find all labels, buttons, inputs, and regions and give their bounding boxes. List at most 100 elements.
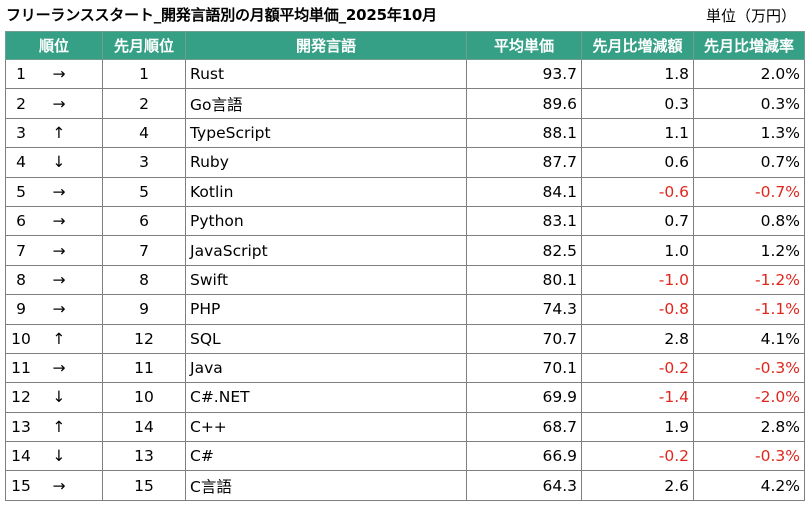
change-rate-cell: 0.3%: [693, 88, 805, 119]
change-rate-cell: -0.3%: [693, 352, 805, 384]
header-rank: 順位: [5, 31, 103, 60]
prev-rank-cell: 10: [102, 382, 186, 413]
avg-price-cell: 82.5: [466, 235, 582, 266]
language-cell: SQL: [185, 323, 467, 354]
language-cell: TypeScript: [185, 117, 467, 149]
rank-cell: 1 →: [5, 58, 103, 90]
rank-cell: 13 ↑: [5, 411, 103, 443]
change-rate-cell: -1.2%: [693, 264, 805, 296]
change-rate-cell: -2.0%: [693, 382, 805, 413]
arrow-down-icon: ↓: [52, 388, 66, 407]
prev-rank-cell: 1: [102, 58, 186, 90]
table-body: 1 → 1 Rust 93.7 1.8 2.0% 2 → 2 Go言語 89.6 0.3 0.3% 3 ↑ 4 T…: [5, 58, 805, 501]
table-row: 10 ↑ 12 SQL 70.7 2.8 4.1%: [5, 323, 805, 354]
avg-price-cell: 70.7: [466, 323, 582, 354]
language-cell: Kotlin: [185, 176, 467, 207]
arrow-up-icon: ↑: [52, 417, 66, 436]
header-row: 順位 先月順位 開発言語 平均単価 先月比増減額 先月比増減率: [5, 31, 805, 60]
table-row: 3 ↑ 4 TypeScript 88.1 1.1 1.3%: [5, 117, 805, 149]
arrow-right-icon: →: [52, 94, 66, 113]
rank-value: 5: [16, 182, 26, 201]
avg-price-cell: 88.1: [466, 117, 582, 149]
language-cell: Go言語: [185, 88, 467, 119]
prev-rank-cell: 14: [102, 411, 186, 443]
change-rate-cell: 4.1%: [693, 323, 805, 354]
arrow-down-icon: ↓: [52, 153, 66, 172]
language-cell: C++: [185, 411, 467, 443]
change-cell: -0.8: [581, 294, 694, 325]
prev-rank-cell: 13: [102, 441, 186, 472]
rank-cell: 5 →: [5, 176, 103, 207]
arrow-right-icon: →: [52, 241, 66, 260]
change-cell: 0.3: [581, 88, 694, 119]
change-cell: 1.8: [581, 58, 694, 90]
ranking-table: 順位 先月順位 開発言語 平均単価 先月比増減額 先月比増減率 1 → 1 Rust 9…: [5, 31, 805, 501]
table-row: 2 → 2 Go言語 89.6 0.3 0.3%: [5, 88, 805, 119]
prev-rank-cell: 7: [102, 235, 186, 266]
rank-cell: 7 →: [5, 235, 103, 266]
change-cell: -1.0: [581, 264, 694, 296]
rank-value: 1: [16, 65, 26, 84]
rank-cell: 11 →: [5, 352, 103, 384]
avg-price-cell: 80.1: [466, 264, 582, 296]
arrow-right-icon: →: [52, 300, 66, 319]
table-row: 4 ↓ 3 Ruby 87.7 0.6 0.7%: [5, 147, 805, 178]
change-rate-cell: 2.0%: [693, 58, 805, 90]
avg-price-cell: 70.1: [466, 352, 582, 384]
prev-rank-cell: 9: [102, 294, 186, 325]
change-rate-cell: 1.3%: [693, 117, 805, 149]
avg-price-cell: 83.1: [466, 205, 582, 237]
language-cell: Ruby: [185, 147, 467, 178]
table-row: 7 → 7 JavaScript 82.5 1.0 1.2%: [5, 235, 805, 266]
avg-price-cell: 69.9: [466, 382, 582, 413]
arrow-up-icon: ↑: [52, 329, 66, 348]
table-row: 11 → 11 Java 70.1 -0.2 -0.3%: [5, 352, 805, 384]
language-cell: Swift: [185, 264, 467, 296]
rank-value: 10: [11, 329, 31, 348]
change-cell: 0.7: [581, 205, 694, 237]
table-row: 9 → 9 PHP 74.3 -0.8 -1.1%: [5, 294, 805, 325]
unit-label: 単位（万円）: [705, 7, 796, 25]
table-row: 1 → 1 Rust 93.7 1.8 2.0%: [5, 58, 805, 90]
header-prev-rank: 先月順位: [102, 31, 186, 60]
change-rate-cell: -0.7%: [693, 176, 805, 207]
rank-value: 8: [16, 270, 26, 289]
change-cell: 2.8: [581, 323, 694, 354]
language-cell: Java: [185, 352, 467, 384]
change-cell: -0.6: [581, 176, 694, 207]
change-cell: 1.1: [581, 117, 694, 149]
arrow-right-icon: →: [52, 65, 66, 84]
language-cell: C#: [185, 441, 467, 472]
change-rate-cell: 0.8%: [693, 205, 805, 237]
rank-cell: 14 ↓: [5, 441, 103, 472]
change-rate-cell: 4.2%: [693, 470, 805, 501]
prev-rank-cell: 3: [102, 147, 186, 178]
language-cell: C#.NET: [185, 382, 467, 413]
rank-value: 13: [11, 417, 31, 436]
prev-rank-cell: 5: [102, 176, 186, 207]
change-cell: 2.6: [581, 470, 694, 501]
change-rate-cell: 1.2%: [693, 235, 805, 266]
prev-rank-cell: 8: [102, 264, 186, 296]
change-rate-cell: -1.1%: [693, 294, 805, 325]
change-cell: -0.2: [581, 441, 694, 472]
rank-value: 3: [16, 123, 26, 142]
arrow-down-icon: ↓: [52, 447, 66, 466]
avg-price-cell: 87.7: [466, 147, 582, 178]
change-rate-cell: 2.8%: [693, 411, 805, 443]
avg-price-cell: 89.6: [466, 88, 582, 119]
prev-rank-cell: 15: [102, 470, 186, 501]
table-row: 6 → 6 Python 83.1 0.7 0.8%: [5, 205, 805, 237]
rank-cell: 2 →: [5, 88, 103, 119]
change-cell: 1.0: [581, 235, 694, 266]
change-rate-cell: 0.7%: [693, 147, 805, 178]
rank-cell: 4 ↓: [5, 147, 103, 178]
rank-cell: 8 →: [5, 264, 103, 296]
language-cell: JavaScript: [185, 235, 467, 266]
rank-value: 9: [16, 300, 26, 319]
change-cell: -1.4: [581, 382, 694, 413]
change-cell: -0.2: [581, 352, 694, 384]
change-rate-cell: -0.3%: [693, 441, 805, 472]
avg-price-cell: 64.3: [466, 470, 582, 501]
